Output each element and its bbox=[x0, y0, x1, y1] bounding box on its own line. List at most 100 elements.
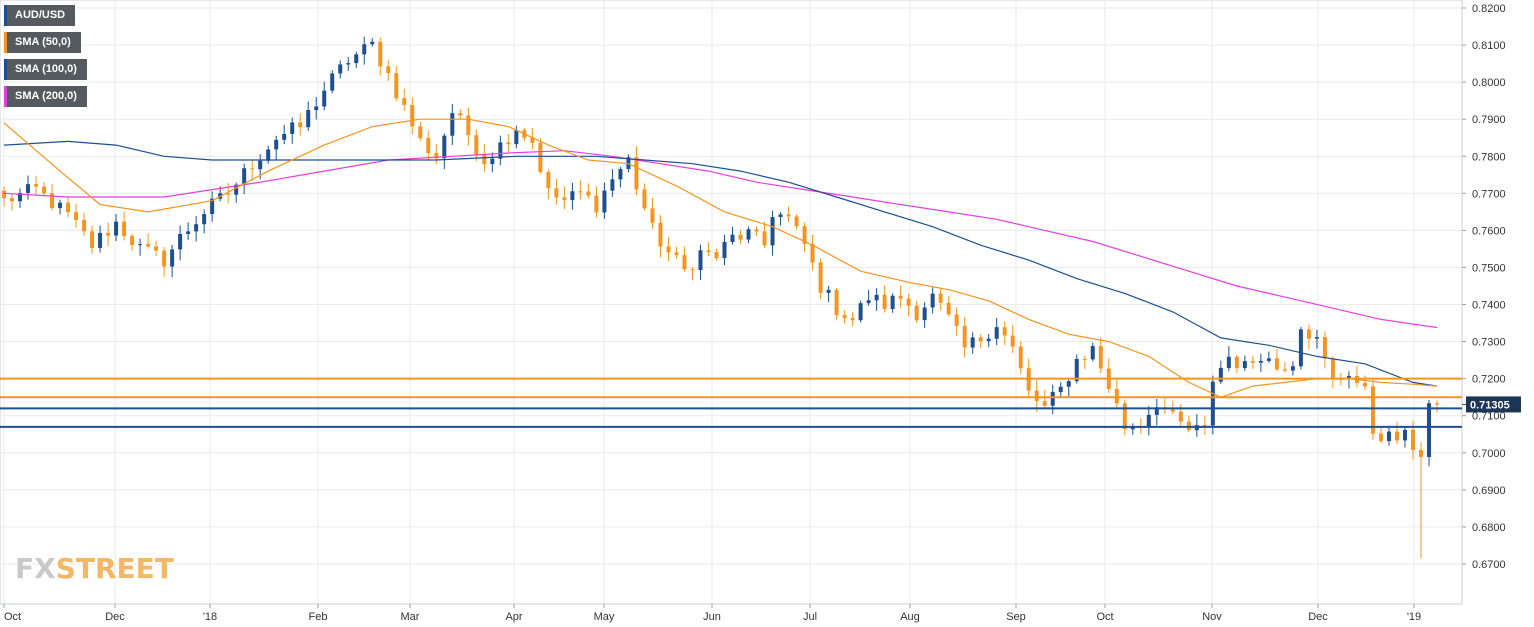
x-tick-label: Nov bbox=[1202, 611, 1222, 623]
x-tick-label: Dec bbox=[1308, 611, 1328, 623]
candle-body bbox=[738, 234, 743, 240]
candle-body bbox=[1290, 366, 1295, 371]
y-tick-label: 0.7800 bbox=[1472, 151, 1506, 163]
candle-body bbox=[1058, 386, 1063, 393]
candle-body bbox=[954, 314, 959, 326]
candle-body bbox=[826, 289, 831, 293]
last-price-label: 0.71305 bbox=[1470, 399, 1510, 411]
candle-body bbox=[66, 202, 71, 213]
candle-body bbox=[90, 231, 95, 248]
candle-body bbox=[1330, 358, 1335, 379]
y-tick-label: 0.6700 bbox=[1472, 559, 1506, 571]
candle-body bbox=[698, 250, 703, 271]
candle-body bbox=[1370, 386, 1375, 434]
legend-label-sma200: SMA (200,0) bbox=[7, 86, 87, 107]
candle-body bbox=[1098, 346, 1103, 369]
candle-body bbox=[618, 169, 623, 180]
candle-body bbox=[1282, 369, 1287, 371]
candle-body bbox=[234, 184, 239, 195]
candle-body bbox=[1402, 429, 1407, 441]
candle-body bbox=[138, 244, 143, 246]
candle-body bbox=[314, 106, 319, 111]
y-tick-label: 0.7400 bbox=[1472, 300, 1506, 312]
x-tick-label: Oct bbox=[4, 611, 21, 623]
candle-body bbox=[394, 73, 399, 99]
x-tick-label: '19 bbox=[1407, 611, 1421, 623]
last-price-badge bbox=[1466, 396, 1521, 413]
candle-body bbox=[834, 289, 839, 316]
legend-label-sma100: SMA (100,0) bbox=[7, 59, 87, 80]
candle-body bbox=[794, 216, 799, 227]
sma200-line bbox=[3, 150, 1438, 329]
candle-body bbox=[874, 294, 879, 301]
candle-body bbox=[1435, 403, 1439, 405]
legend-item-sma100[interactable]: SMA (100,0) bbox=[4, 59, 87, 80]
candle-body bbox=[754, 229, 759, 232]
candle-body bbox=[114, 221, 119, 236]
candle-body bbox=[802, 226, 807, 245]
fxstreet-logo: FXSTREET bbox=[15, 552, 174, 585]
candle-body bbox=[506, 142, 511, 145]
candle-body bbox=[250, 168, 255, 170]
x-tick-label: May bbox=[594, 611, 615, 623]
sma100-line bbox=[3, 140, 1438, 387]
candle-body bbox=[634, 157, 639, 190]
candle-body bbox=[498, 142, 503, 159]
candle-body bbox=[170, 249, 175, 267]
candle-body bbox=[1378, 433, 1383, 442]
candle-body bbox=[978, 337, 983, 342]
logo-part-fx: FX bbox=[15, 552, 56, 585]
candle-body bbox=[1322, 337, 1327, 359]
candle-body bbox=[970, 337, 975, 348]
candle-body bbox=[330, 73, 335, 91]
candle-body bbox=[1266, 358, 1271, 361]
candle-body bbox=[690, 269, 695, 271]
candle-body bbox=[1226, 356, 1231, 368]
candle-body bbox=[714, 252, 719, 259]
candle-body bbox=[362, 44, 367, 55]
legend-swatch-sma200 bbox=[4, 86, 7, 107]
candle-body bbox=[722, 241, 727, 259]
candle-body bbox=[786, 214, 791, 217]
y-tick-label: 0.7000 bbox=[1472, 448, 1506, 460]
candle-body bbox=[474, 135, 479, 155]
legend-item-sma50[interactable]: SMA (50,0) bbox=[4, 32, 87, 53]
candle-body bbox=[858, 303, 863, 321]
y-tick-label: 0.6800 bbox=[1472, 522, 1506, 534]
candle-body bbox=[306, 110, 311, 128]
candle-body bbox=[890, 295, 895, 309]
candle-body bbox=[962, 325, 967, 348]
legend-label-sma50: SMA (50,0) bbox=[7, 32, 81, 53]
logo-part-street: STREET bbox=[55, 552, 174, 585]
candle-body bbox=[1346, 375, 1351, 380]
candle-body bbox=[898, 295, 903, 299]
candle-body bbox=[146, 244, 151, 247]
candle-body bbox=[674, 252, 679, 256]
candle-body bbox=[482, 154, 487, 165]
candle-body bbox=[58, 202, 63, 209]
x-tick-label: Oct bbox=[1096, 611, 1113, 623]
candle-body bbox=[946, 302, 951, 315]
candle-body bbox=[1074, 358, 1079, 382]
y-tick-label: 0.7200 bbox=[1472, 374, 1506, 386]
candle-body bbox=[922, 307, 927, 321]
candle-body bbox=[1394, 431, 1399, 441]
candle-body bbox=[402, 98, 407, 105]
candle-body bbox=[2, 190, 6, 199]
candle-body bbox=[274, 139, 279, 150]
candle-body bbox=[682, 255, 687, 270]
candle-body bbox=[426, 138, 431, 153]
plot-frame bbox=[0, 0, 1463, 605]
candle-body bbox=[178, 233, 183, 250]
candle-body bbox=[650, 208, 655, 223]
x-tick-label: Mar bbox=[401, 611, 420, 623]
candle-body bbox=[162, 250, 167, 267]
x-tick-label: Dec bbox=[105, 611, 125, 623]
candle-body bbox=[74, 212, 79, 220]
candle-body bbox=[490, 158, 495, 165]
legend-item-sma200[interactable]: SMA (200,0) bbox=[4, 86, 87, 107]
legend-item-audusd[interactable]: AUD/USD bbox=[4, 5, 87, 26]
candle-body bbox=[914, 305, 919, 321]
candle-body bbox=[18, 192, 23, 202]
